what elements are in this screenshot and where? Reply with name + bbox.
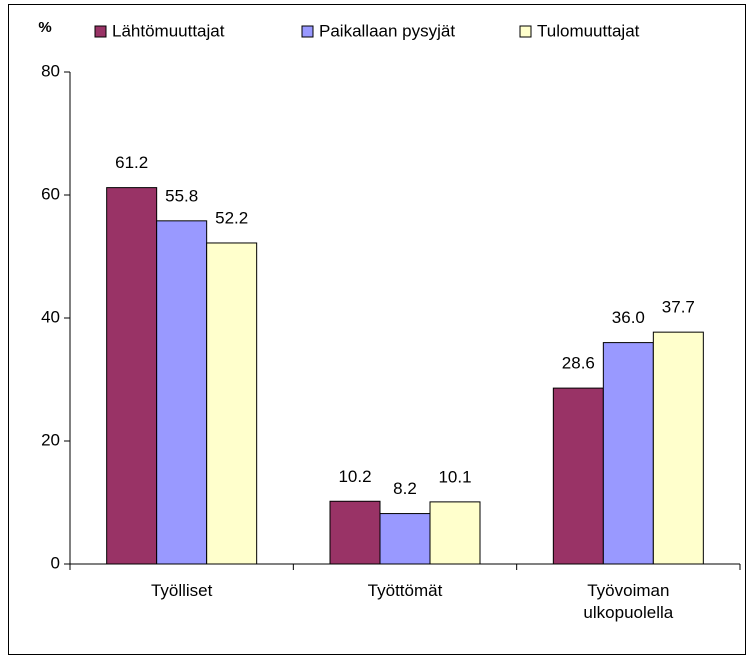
value-label: 10.1 xyxy=(438,467,471,486)
value-label: 8.2 xyxy=(393,479,417,498)
value-label: 52.2 xyxy=(215,208,248,227)
x-tick-label: Työttömät xyxy=(367,581,443,600)
legend-swatch xyxy=(94,25,107,38)
legend-label: Paikallaan pysyjät xyxy=(319,21,455,40)
legend-swatch xyxy=(301,25,314,38)
value-label: 37.7 xyxy=(662,298,695,317)
y-axis-label: % xyxy=(38,19,51,36)
value-label: 28.6 xyxy=(562,354,595,373)
value-label: 10.2 xyxy=(338,467,371,486)
legend-label: Tulomuuttajat xyxy=(537,21,640,40)
bar xyxy=(552,387,604,565)
bar xyxy=(429,501,481,565)
bar xyxy=(652,331,704,565)
y-tick-label: 20 xyxy=(41,430,60,449)
value-label: 61.2 xyxy=(115,153,148,172)
bar xyxy=(329,500,381,565)
x-tick-label: Työlliset xyxy=(150,581,213,600)
y-tick-label: 60 xyxy=(41,184,60,203)
y-tick-label: 0 xyxy=(51,553,60,572)
bar xyxy=(602,342,654,565)
bar xyxy=(156,220,208,565)
legend-swatch xyxy=(519,25,532,38)
bar xyxy=(206,242,258,565)
y-tick-label: 80 xyxy=(41,61,60,80)
frame xyxy=(8,4,746,655)
bar xyxy=(379,513,431,565)
bar xyxy=(106,187,158,565)
value-label: 55.8 xyxy=(165,186,198,205)
value-label: 36.0 xyxy=(612,308,645,327)
x-tick-label: Työvoiman ulkopuolella xyxy=(583,581,674,622)
y-tick-label: 40 xyxy=(41,307,60,326)
legend-label: Lähtömuuttajat xyxy=(112,21,225,40)
